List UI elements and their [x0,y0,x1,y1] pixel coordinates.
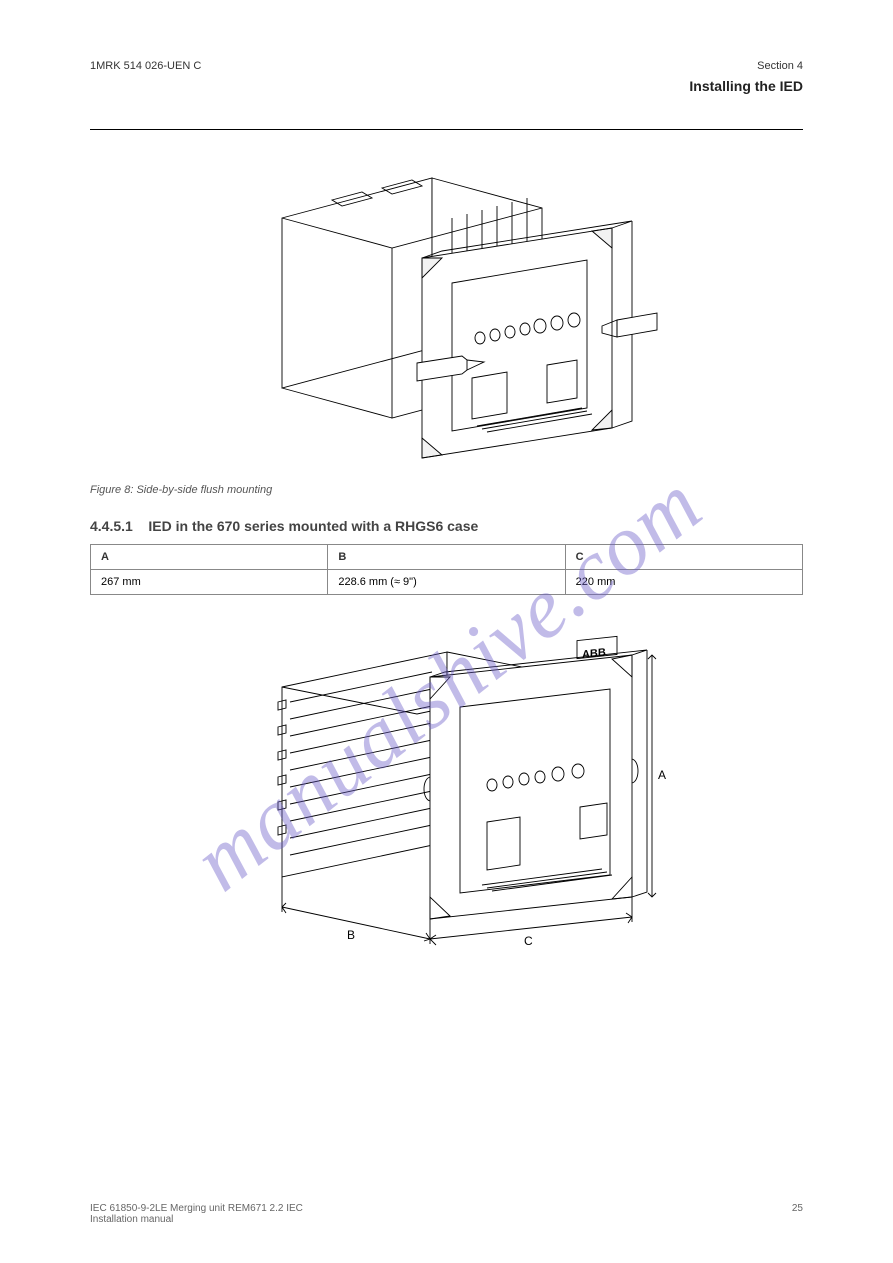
figure-2-svg: ABB A [212,607,682,987]
figure-1: Figure 8: Side-by-side flush mounting [90,138,803,496]
section-label: Section 4 [757,60,803,72]
footer-product: IEC 61850-9-2LE Merging unit REM671 2.2 … [90,1203,303,1214]
col-C: C [565,545,802,570]
footer-sub: Installation manual [90,1214,303,1225]
dimension-table: A B C 267 mm 228.6 mm (≈ 9") 220 mm [90,544,803,595]
header-top-line: 1MRK 514 026-UEN C Section 4 [90,60,803,72]
cell-A: 267 mm [91,570,328,595]
footer-page-num: 25 [792,1203,803,1225]
figure-1-svg [222,138,672,478]
col-A: A [91,545,328,570]
header-section-title: Installing the IED [90,78,803,94]
cell-C: 220 mm [565,570,802,595]
svg-text:C: C [524,934,533,948]
svg-text:B: B [347,928,355,942]
col-B: B [328,545,565,570]
svg-text:A: A [658,768,666,782]
abb-logo: ABB [582,647,606,661]
figure-2: ABB A [90,607,803,987]
page-content: 1MRK 514 026-UEN C Section 4 Installing … [90,60,803,987]
section-heading: 4.4.5.1 IED in the 670 series mounted wi… [90,518,803,534]
figure-1-caption: Figure 8: Side-by-side flush mounting [90,484,803,496]
page-footer: IEC 61850-9-2LE Merging unit REM671 2.2 … [90,1203,803,1225]
page-header: 1MRK 514 026-UEN C Section 4 Installing … [90,60,803,130]
section-number: 4.4.5.1 [90,518,133,534]
section-title: IED in the 670 series mounted with a RHG… [148,518,478,534]
cell-B: 228.6 mm (≈ 9") [328,570,565,595]
table-row: 267 mm 228.6 mm (≈ 9") 220 mm [91,570,803,595]
table-header-row: A B C [91,545,803,570]
doc-ref: 1MRK 514 026-UEN C [90,60,201,72]
